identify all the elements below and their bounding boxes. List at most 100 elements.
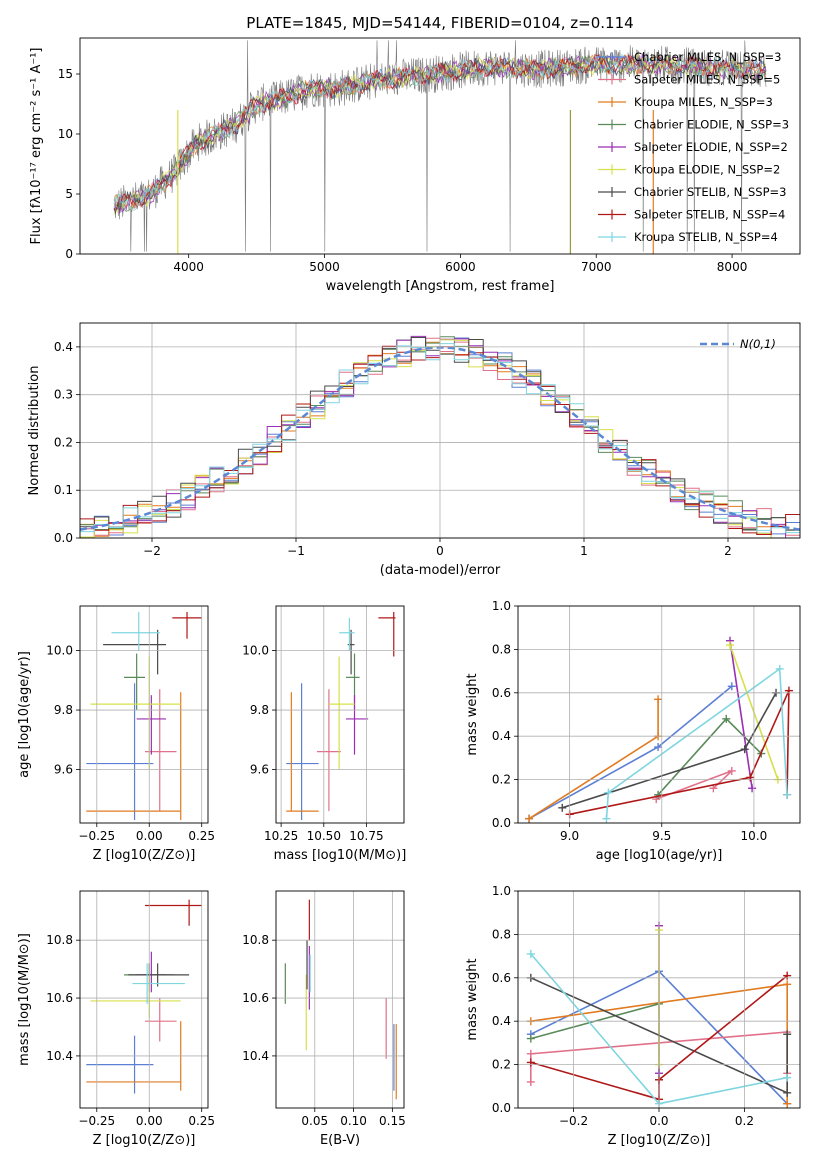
residuals-xtick-label: 0 [436, 544, 444, 558]
spectrum-legend: Chabrier MILES, N_SSP=3 Salpeter MILES, N… [598, 50, 789, 244]
weight-series-line [569, 690, 790, 816]
residuals-xtick-label: 1 [580, 544, 588, 558]
z-weight-ytick-label: 0.2 [492, 1058, 511, 1072]
legend-label: Chabrier ELODIE, N_SSP=3 [634, 118, 789, 132]
spectrum-model-line [113, 53, 767, 215]
ebv-mass-axes: 0.05 0.10 0.15 10.4 10.6 10.8 E(B-V) [242, 890, 406, 1148]
residuals-xtick-label: 2 [724, 544, 732, 558]
ebv-mass-xtick-label: 0.05 [301, 1114, 328, 1128]
z-age-frame [79, 605, 209, 824]
spectrum-plot-area [113, 40, 767, 254]
legend-label: N(0,1) [740, 337, 776, 351]
z-weight-frame [517, 890, 801, 1109]
z-mass-xtick-label: 0.00 [136, 1114, 163, 1128]
ebv-mass-xtick-label: 0.15 [379, 1114, 406, 1128]
spectrum-ytick-label: 15 [58, 67, 73, 81]
legend-label: Salpeter MILES, N_SSP=5 [634, 73, 780, 87]
ebv-mass-xtick-label: 0.10 [340, 1114, 367, 1128]
z-age-ytick-label: 9.8 [54, 703, 73, 717]
legend-label: Kroupa MILES, N_SSP=3 [634, 95, 773, 109]
mass-age-ytick-label: 9.8 [250, 703, 269, 717]
z-weight-ylabel: mass weight [465, 958, 480, 1040]
spectrum-ylabel: Flux [fλ10⁻¹⁷ erg cm⁻² s⁻¹ A⁻¹] [29, 48, 44, 245]
ebv-mass-plot-area [284, 899, 397, 1100]
z-weight-xtick-label: −0.2 [559, 1114, 588, 1128]
z-weight-ytick-label: 0.4 [492, 1014, 511, 1028]
age-weight-plot-area [525, 636, 793, 823]
age-weight-ytick-label: 0.6 [492, 686, 511, 700]
mass-age-ytick-label: 9.6 [250, 762, 269, 776]
z-age-ylabel: age [log10(age/yr)] [17, 651, 32, 778]
age-weight-ylabel: mass weight [465, 673, 480, 755]
spectrum-ytick-label: 0 [65, 247, 73, 261]
z-age-ytick-label: 10.0 [46, 644, 73, 658]
mass-age-axes: 10.25 10.50 10.75 9.6 9.8 10.0 mass [log10(M/M… [242, 605, 406, 863]
residuals-ytick-label: 0.3 [54, 388, 73, 402]
spectrum-frame [79, 37, 801, 255]
spectrum-model-line [113, 53, 767, 210]
z-weight-xlabel: Z [log10(Z/Z⊙)] [608, 1133, 711, 1148]
spectrum-ytick-label: 5 [65, 187, 73, 201]
legend-label: Salpeter STELIB, N_SSP=4 [634, 208, 785, 222]
age-weight-xtick-label: 10.0 [741, 829, 768, 843]
spectrum-xtick-label: 5000 [309, 260, 340, 274]
z-mass-xlabel: Z [log10(Z/Z⊙)] [93, 1133, 196, 1148]
age-weight-ytick-label: 1.0 [492, 599, 511, 613]
spectrum-title: PLATE=1845, MJD=54144, FIBERID=0104, z=0… [246, 14, 633, 32]
age-weight-xtick-label: 9.5 [652, 829, 671, 843]
z-mass-ytick-label: 10.4 [46, 1049, 73, 1063]
z-age-xtick-label: 0.25 [188, 829, 215, 843]
z-age-axes: −0.25 0.00 0.25 9.6 9.8 10.0 Z [log10(Z/Z⊙)] ag… [17, 605, 215, 863]
ebv-mass-frame [275, 890, 405, 1109]
legend-label: Chabrier MILES, N_SSP=3 [634, 50, 781, 64]
age-weight-ytick-label: 0.8 [492, 642, 511, 656]
mass-age-xtick-label: 10.50 [307, 829, 341, 843]
z-weight-ytick-label: 0.6 [492, 971, 511, 985]
z-weight-xtick-label: 0.0 [649, 1114, 668, 1128]
z-mass-ytick-label: 10.6 [46, 991, 73, 1005]
age-weight-xlabel: age [log10(age/yr)] [596, 848, 723, 863]
z-age-xtick-label: −0.25 [78, 829, 115, 843]
spectrum-xtick-label: 4000 [173, 260, 204, 274]
weight-series-line [729, 640, 753, 789]
z-age-plot-area [86, 611, 202, 821]
spectrum-axes: 4000 5000 6000 7000 8000 0 5 10 15 wavelength [An… [29, 37, 801, 294]
spectrum-xlabel: wavelength [Angstrom, rest frame] [326, 279, 555, 294]
z-mass-plot-area [86, 899, 202, 1094]
spectrum-xtick-label: 7000 [581, 260, 612, 274]
residuals-xlabel: (data-model)/error [380, 563, 501, 578]
residuals-ytick-label: 0.0 [54, 531, 73, 545]
z-weight-ytick-label: 1.0 [492, 884, 511, 898]
age-weight-frame [517, 605, 801, 824]
spectrum-model-line [113, 53, 767, 211]
z-mass-ytick-label: 10.8 [46, 933, 73, 947]
legend-label: Kroupa ELODIE, N_SSP=2 [634, 163, 780, 177]
z-mass-ylabel: mass [log10(M/M⊙)] [17, 933, 32, 1066]
residuals-frame [79, 322, 801, 539]
z-mass-axes: −0.25 0.00 0.25 10.4 10.6 10.8 Z [log10(Z/Z⊙)]… [17, 890, 215, 1148]
mass-age-frame [275, 605, 405, 824]
residuals-ytick-label: 0.2 [54, 435, 73, 449]
z-weight-ytick-label: 0.0 [492, 1101, 511, 1115]
z-mass-xtick-label: −0.25 [78, 1114, 115, 1128]
z-weight-xtick-label: 0.2 [735, 1114, 754, 1128]
z-age-ytick-label: 9.6 [54, 762, 73, 776]
z-weight-ytick-label: 0.8 [492, 927, 511, 941]
age-weight-ytick-label: 0.4 [492, 729, 511, 743]
z-mass-xtick-label: 0.25 [188, 1114, 215, 1128]
legend-label: Salpeter ELODIE, N_SSP=2 [634, 140, 788, 154]
ebv-mass-xlabel: E(B-V) [320, 1133, 360, 1148]
spectrum-ytick-label: 10 [58, 127, 73, 141]
residuals-xtick-label: −1 [287, 544, 305, 558]
ebv-mass-ytick-label: 10.4 [242, 1049, 269, 1063]
spectrum-observed-line [113, 40, 767, 252]
z-mass-frame [79, 890, 209, 1109]
residuals-ytick-label: 0.4 [54, 340, 73, 354]
mass-age-plot-area [286, 611, 396, 821]
residuals-xtick-label: −2 [143, 544, 161, 558]
residuals-ylabel: Normed distribution [27, 366, 42, 496]
legend-label: Kroupa STELIB, N_SSP=4 [634, 230, 778, 244]
age-weight-axes: 9.0 9.5 10.0 0.0 0.2 0.4 0.6 0.8 1.0 age [log10(a… [465, 599, 801, 863]
legend-label: Chabrier STELIB, N_SSP=3 [634, 185, 786, 199]
